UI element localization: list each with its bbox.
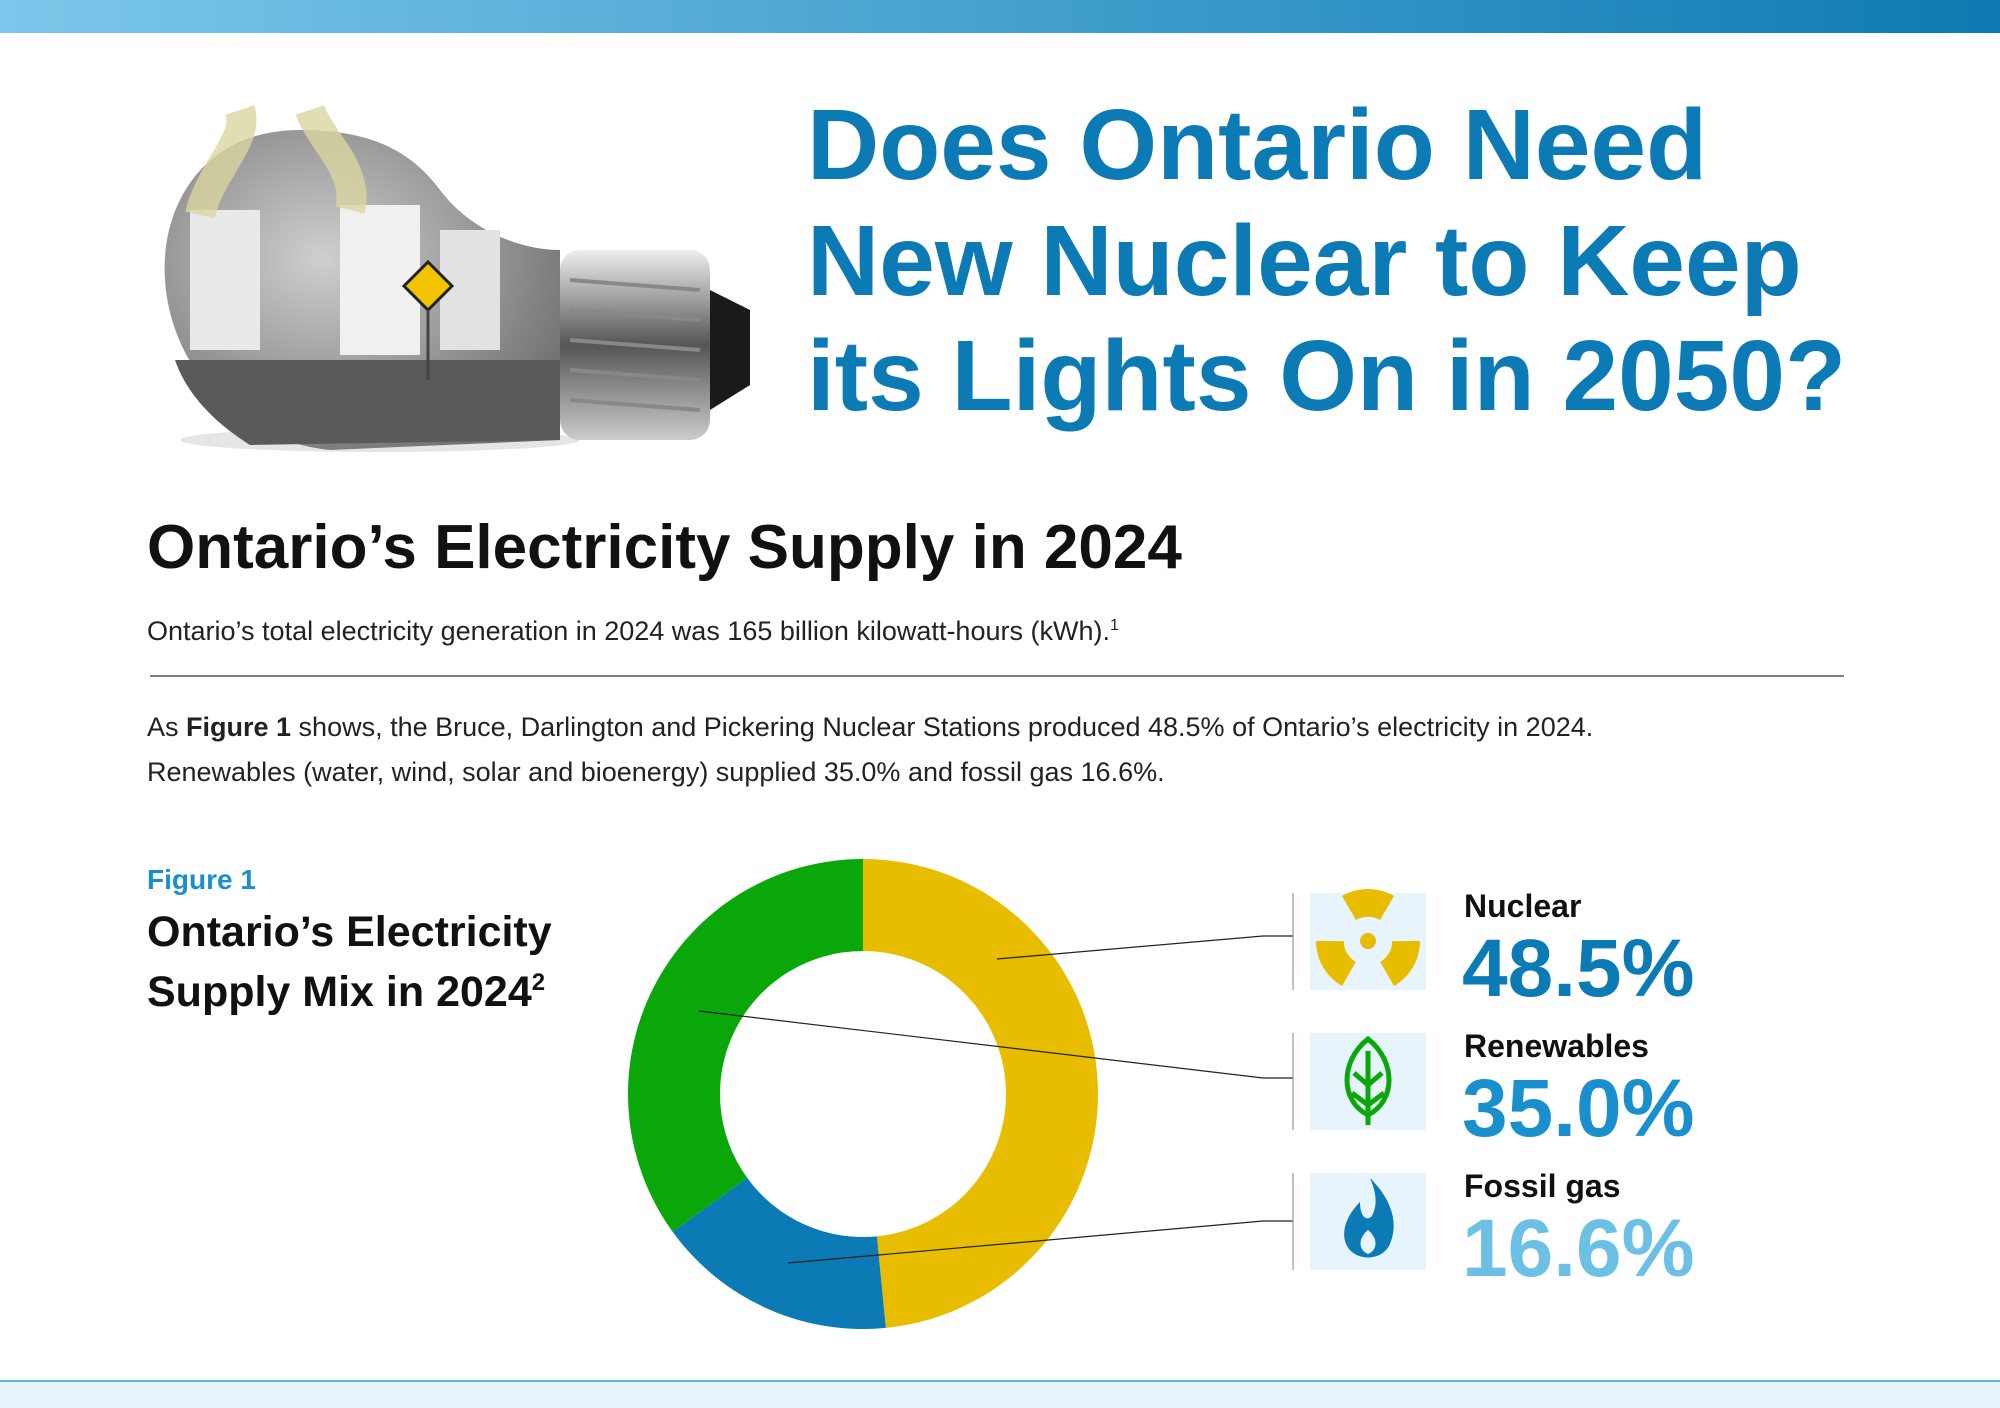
flame-icon [1344, 1178, 1394, 1258]
figure-label: Figure 1 [147, 864, 256, 895]
section-heading: Ontario’s Electricity Supply in 2024 [147, 513, 1182, 582]
figure-title-line: Supply Mix in 2024 [147, 968, 532, 1016]
donut-slice [863, 859, 1098, 1328]
main-title: Does Ontario Need New Nuclear to Keep it… [807, 89, 1846, 432]
text: As [147, 712, 186, 742]
donut [628, 859, 1098, 1329]
intro: Ontario’s total electricity generation i… [147, 616, 1110, 646]
value-label: 48.5% [1462, 923, 1695, 1014]
leader-lines [698, 893, 1294, 1270]
leaf-icon [1344, 1035, 1392, 1125]
footnote-ref: 2 [532, 969, 545, 996]
bulb-illustration [164, 104, 750, 452]
legend-label: Renewables [1464, 1028, 1649, 1064]
title-line: Does Ontario Need [807, 89, 1707, 201]
value-label: 35.0% [1462, 1063, 1695, 1154]
paragraph-line: Renewables (water, wind, solar and bioen… [147, 757, 1165, 787]
paragraph-line: As Figure 1 shows, the Bruce, Darlington… [147, 712, 1593, 742]
title-line: its Lights On in 2050? [807, 320, 1846, 432]
text: shows, the Bruce, Darlington and Pickeri… [291, 712, 1593, 742]
bottom-band [0, 1381, 2000, 1408]
footnote-ref: 1 [1110, 617, 1119, 634]
donut-slice [672, 1177, 886, 1329]
value-label: 16.6% [1462, 1203, 1695, 1294]
figure-ref: Figure 1 [186, 712, 291, 742]
legend-label: Nuclear [1464, 888, 1581, 924]
figure-title: Supply Mix in 20242 [147, 968, 545, 1016]
legend-label: Fossil gas [1464, 1168, 1621, 1204]
intro-text: Ontario’s total electricity generation i… [147, 616, 1119, 646]
legend-icons [1310, 889, 1426, 1270]
top-bar [0, 0, 2000, 33]
figure-title: Ontario’s Electricity [147, 908, 552, 956]
nuclear-icon [1316, 889, 1420, 987]
title-line: New Nuclear to Keep [807, 205, 1802, 317]
donut-slice [628, 859, 863, 1232]
